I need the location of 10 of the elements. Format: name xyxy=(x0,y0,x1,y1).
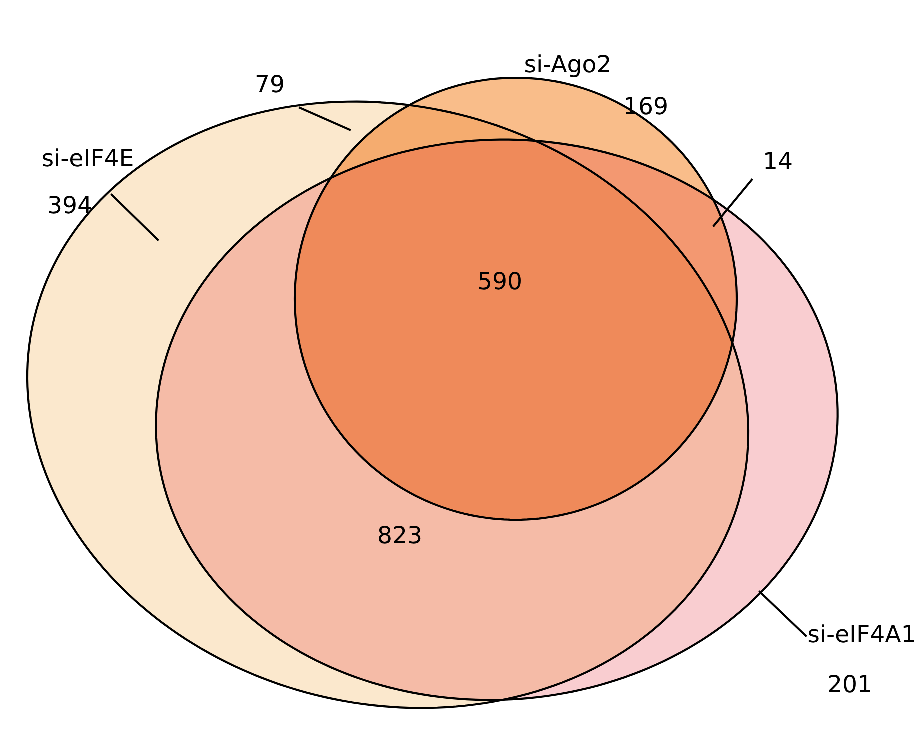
category-label: si-eIF4E xyxy=(43,148,133,167)
text: 590 xyxy=(479,272,521,290)
text: 79 xyxy=(256,74,284,93)
data-label: 169 xyxy=(626,96,667,115)
category-label: si-eIF4A1 xyxy=(808,624,914,643)
text: 823 xyxy=(379,526,421,544)
data-label: 201 xyxy=(829,674,870,693)
text: 14 xyxy=(766,152,792,170)
category-label: si-Ago2 xyxy=(526,54,610,78)
data-label: 394 xyxy=(49,196,92,214)
